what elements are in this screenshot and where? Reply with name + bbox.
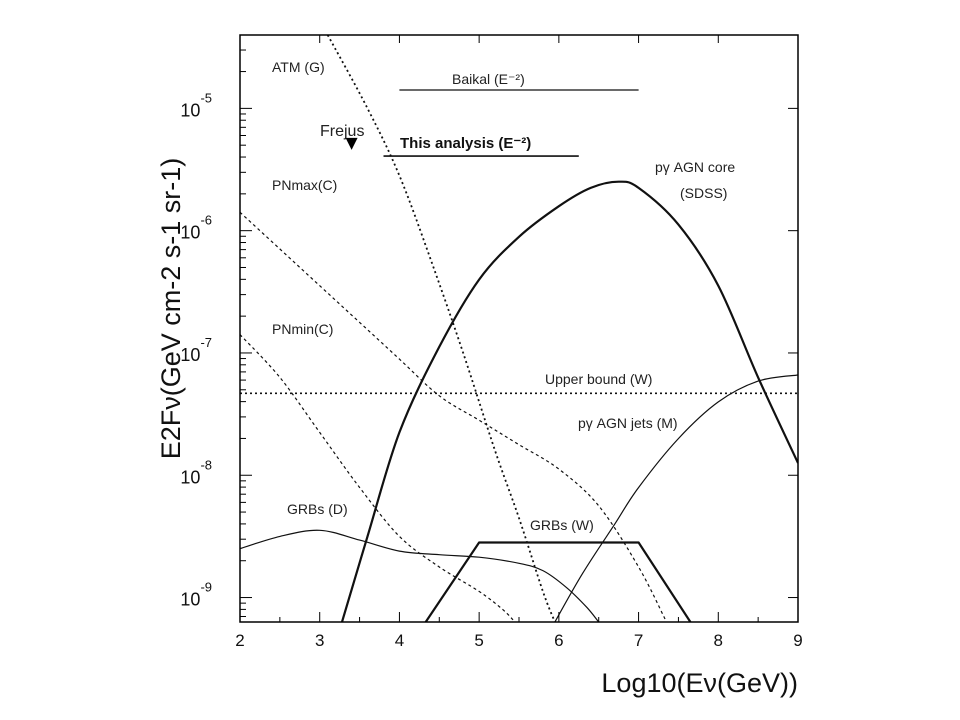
y-tick-label: 10-6 — [180, 213, 212, 243]
x-tick-label: 4 — [395, 631, 404, 650]
annotation-pnmax: PNmax(C) — [272, 177, 337, 193]
annotation-atm: ATM (G) — [272, 59, 325, 75]
annotation-agn-core-sdss: (SDSS) — [680, 185, 727, 201]
axis-tick-labels: 2 3 4 5 6 7 8 9 10-9 10-8 10-7 10-6 10-5 — [180, 90, 802, 650]
series-pnmax-c — [240, 211, 668, 622]
annotation-upper-bound: Upper bound (W) — [545, 371, 652, 387]
x-tick-label: 3 — [315, 631, 324, 650]
x-tick-label: 7 — [634, 631, 643, 650]
annotation-agn-core: pγ AGN core — [655, 159, 735, 175]
series-grbs-w — [424, 541, 692, 622]
x-tick-label: 2 — [235, 631, 244, 650]
x-tick-label: 9 — [793, 631, 802, 650]
series-atm-g — [326, 35, 556, 622]
annotation-agn-jets: pγ AGN jets (M) — [578, 415, 678, 431]
series-p-agn-jets-m — [554, 374, 798, 622]
annotation-grbs-d: GRBs (D) — [287, 501, 348, 517]
y-axis-title: E2Fν(GeV cm-2 s-1 sr-1) — [156, 158, 186, 460]
series-grbs-d — [240, 529, 600, 622]
axis-ticks — [239, 35, 799, 622]
annotation-grbs-w: GRBs (W) — [530, 517, 594, 533]
y-tick-label: 10-5 — [180, 90, 212, 120]
x-tick-label: 6 — [554, 631, 563, 650]
point-frejus — [345, 137, 358, 150]
series-pnmin-c — [240, 334, 516, 622]
x-tick-label: 5 — [474, 631, 483, 650]
chart-curves — [240, 35, 798, 622]
annotation-this-analysis: This analysis (E⁻²) — [400, 135, 531, 152]
annotations: ATM (G) Frejus Baikal (E⁻²) This analysi… — [272, 59, 735, 533]
x-tick-label: 8 — [714, 631, 723, 650]
series-p-agn-core-sdss — [340, 180, 798, 622]
y-tick-label: 10-8 — [180, 457, 212, 487]
y-tick-label: 10-9 — [180, 580, 212, 610]
annotation-baikal: Baikal (E⁻²) — [452, 71, 525, 87]
annotation-pnmin: PNmin(C) — [272, 321, 333, 337]
y-tick-label: 10-7 — [180, 335, 212, 365]
x-axis-title: Log10(Eν(GeV)) — [601, 668, 798, 698]
chart-points — [345, 137, 358, 150]
annotation-frejus: Frejus — [320, 123, 364, 140]
